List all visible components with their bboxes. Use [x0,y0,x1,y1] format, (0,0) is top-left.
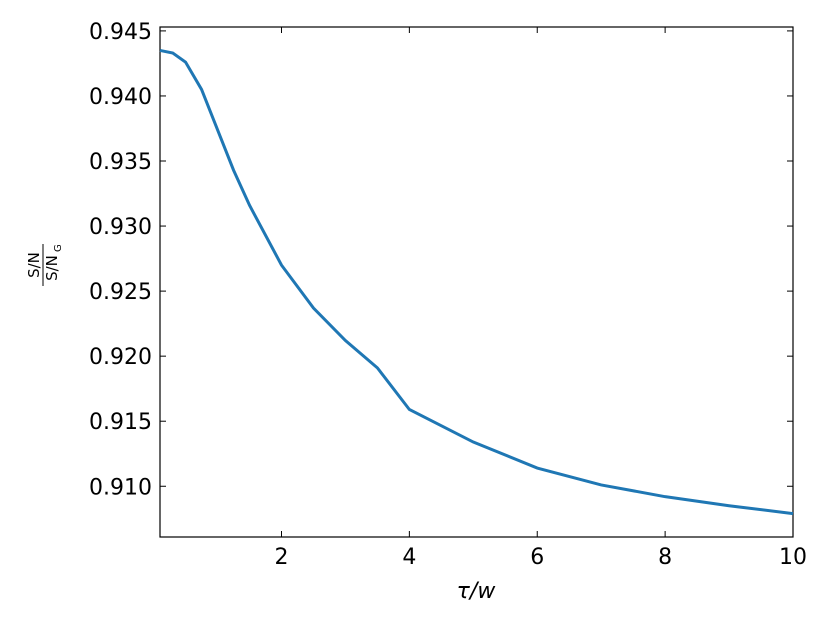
y-tick-label: 0.915 [89,410,152,435]
y-tick-label: 0.910 [89,475,152,500]
y-label-numerator: S/N [25,252,43,278]
y-tick-label: 0.935 [89,150,152,175]
plot-frame [159,26,794,538]
x-tick-label: 6 [530,545,544,570]
y-tick-label: 0.925 [89,280,152,305]
y-tick-label: 0.930 [89,215,152,240]
y-axis-label: S/N S/N G [25,244,64,286]
y-label-denominator: S/N [43,255,61,281]
data-line [159,48,794,516]
x-tick-label: 2 [274,545,288,570]
y-label-subscript: G [53,244,64,252]
y-tick-label: 0.940 [89,85,152,110]
x-tick-label: 4 [402,545,416,570]
y-tick-label: 0.945 [89,20,152,45]
y-tick-label: 0.920 [89,345,152,370]
x-axis-label: τ/w [457,579,497,604]
x-tick-label: 10 [779,545,807,570]
x-tick-label: 8 [658,545,672,570]
